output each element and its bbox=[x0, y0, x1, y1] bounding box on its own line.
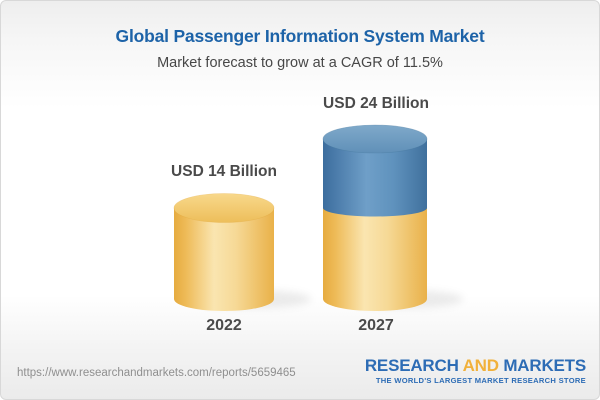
page-title: Global Passenger Information System Mark… bbox=[115, 26, 485, 46]
cylinder-2027-base-segment bbox=[323, 201, 427, 311]
category-label-2022: 2022 bbox=[206, 317, 242, 334]
cylinder-2022 bbox=[173, 193, 275, 311]
cylinder-2027 bbox=[322, 124, 428, 311]
research-and-markets-logo: RESEARCH AND MARKETS THE WORLD'S LARGEST… bbox=[365, 357, 586, 385]
logo-word-research: RESEARCH bbox=[364, 356, 459, 375]
page-subtitle: Market forecast to grow at a CAGR of 11.… bbox=[157, 55, 443, 71]
category-label-2027: 2027 bbox=[358, 317, 394, 334]
logo-wordmark: RESEARCH AND MARKETS bbox=[365, 357, 586, 374]
report-url: https://www.researchandmarkets.com/repor… bbox=[17, 367, 296, 379]
logo-word-markets: MARKETS bbox=[503, 356, 586, 375]
logo-word-and: AND bbox=[462, 356, 499, 375]
logo-tagline: THE WORLD'S LARGEST MARKET RESEARCH STOR… bbox=[375, 376, 586, 385]
value-label-2022: USD 14 Billion bbox=[171, 163, 277, 180]
value-label-2027: USD 24 Billion bbox=[323, 95, 429, 112]
cylinder-2027-growth-segment bbox=[323, 139, 427, 217]
